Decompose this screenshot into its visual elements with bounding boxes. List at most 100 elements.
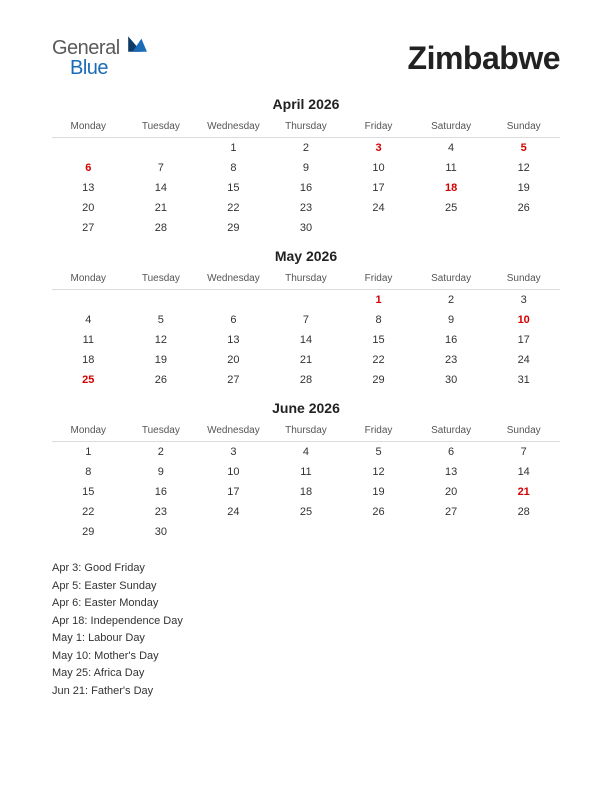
calendar-cell: 7 bbox=[125, 158, 198, 178]
month-block: May 2026MondayTuesdayWednesdayThursdayFr… bbox=[52, 248, 560, 390]
day-header: Sunday bbox=[487, 269, 560, 290]
calendar-cell: 27 bbox=[197, 370, 270, 390]
holiday-item: Jun 21: Father's Day bbox=[52, 683, 560, 700]
calendar-cell: 5 bbox=[487, 138, 560, 159]
calendar-cell: 1 bbox=[52, 442, 125, 463]
day-header: Monday bbox=[52, 421, 125, 442]
calendar-cell bbox=[125, 290, 198, 311]
month-block: April 2026 MondayTuesdayWednesdayThursday… bbox=[52, 96, 560, 238]
day-header: Tuesday bbox=[125, 117, 198, 138]
calendar-cell: 18 bbox=[52, 350, 125, 370]
calendar-cell: 18 bbox=[270, 482, 343, 502]
calendar-cell: 24 bbox=[197, 502, 270, 522]
month-title: June 2026 bbox=[52, 400, 560, 416]
calendar-table: MondayTuesdayWednesdayThursdayFridaySatu… bbox=[52, 117, 560, 238]
calendar-row: 11121314151617 bbox=[52, 330, 560, 350]
calendar-cell: 20 bbox=[415, 482, 488, 502]
calendar-cell: 25 bbox=[52, 370, 125, 390]
calendar-cell: 16 bbox=[415, 330, 488, 350]
day-header: Wednesday bbox=[197, 269, 270, 290]
calendar-row: 45678910 bbox=[52, 310, 560, 330]
day-header: Thursday bbox=[270, 421, 343, 442]
calendar-cell: 27 bbox=[52, 218, 125, 238]
calendar-cell: 26 bbox=[487, 198, 560, 218]
calendar-cell: 1 bbox=[197, 138, 270, 159]
calendar-cell: 14 bbox=[125, 178, 198, 198]
calendar-cell: 2 bbox=[270, 138, 343, 159]
calendar-cell: 3 bbox=[487, 290, 560, 311]
calendar-cell: 22 bbox=[197, 198, 270, 218]
calendar-cell bbox=[342, 522, 415, 542]
logo-triangle-icon bbox=[126, 32, 148, 54]
holiday-item: Apr 18: Independence Day bbox=[52, 613, 560, 630]
header: General Blue Zimbabwe bbox=[52, 38, 560, 78]
day-header: Thursday bbox=[270, 269, 343, 290]
day-header: Monday bbox=[52, 269, 125, 290]
calendar-cell: 4 bbox=[270, 442, 343, 463]
calendar-cell: 9 bbox=[415, 310, 488, 330]
calendar-cell: 10 bbox=[487, 310, 560, 330]
calendar-cell: 6 bbox=[197, 310, 270, 330]
calendar-cell bbox=[415, 522, 488, 542]
calendar-cell: 10 bbox=[342, 158, 415, 178]
day-header: Saturday bbox=[415, 421, 488, 442]
calendar-cell bbox=[197, 522, 270, 542]
calendar-cell: 28 bbox=[270, 370, 343, 390]
day-header: Friday bbox=[342, 421, 415, 442]
calendar-cell: 25 bbox=[415, 198, 488, 218]
calendar-cell: 26 bbox=[125, 370, 198, 390]
country-title: Zimbabwe bbox=[408, 40, 560, 77]
calendar-cell: 7 bbox=[487, 442, 560, 463]
calendar-cell bbox=[487, 218, 560, 238]
logo-word-blue: Blue bbox=[70, 57, 108, 79]
day-header: Saturday bbox=[415, 269, 488, 290]
calendar-cell: 17 bbox=[487, 330, 560, 350]
calendar-cell: 16 bbox=[270, 178, 343, 198]
calendar-cell bbox=[270, 290, 343, 311]
calendar-row: 22232425262728 bbox=[52, 502, 560, 522]
holiday-item: May 25: Africa Day bbox=[52, 665, 560, 682]
calendar-cell: 5 bbox=[125, 310, 198, 330]
calendar-cell: 19 bbox=[487, 178, 560, 198]
calendar-cell: 29 bbox=[52, 522, 125, 542]
calendar-cell: 1 bbox=[342, 290, 415, 311]
calendar-row: 891011121314 bbox=[52, 462, 560, 482]
calendar-cell: 5 bbox=[342, 442, 415, 463]
calendar-row: 25262728293031 bbox=[52, 370, 560, 390]
calendar-cell: 8 bbox=[52, 462, 125, 482]
day-header: Monday bbox=[52, 117, 125, 138]
calendar-cell: 20 bbox=[197, 350, 270, 370]
calendar-cell: 23 bbox=[125, 502, 198, 522]
calendar-cell: 12 bbox=[487, 158, 560, 178]
calendar-cell: 26 bbox=[342, 502, 415, 522]
calendar-cell: 11 bbox=[52, 330, 125, 350]
calendar-row: 15161718192021 bbox=[52, 482, 560, 502]
calendar-cell bbox=[342, 218, 415, 238]
calendar-cell: 25 bbox=[270, 502, 343, 522]
calendar-cell: 19 bbox=[125, 350, 198, 370]
calendar-cell: 2 bbox=[415, 290, 488, 311]
calendar-row: 12345 bbox=[52, 138, 560, 159]
calendar-cell: 12 bbox=[125, 330, 198, 350]
calendar-cell bbox=[487, 522, 560, 542]
calendar-cell: 21 bbox=[487, 482, 560, 502]
calendar-cell bbox=[270, 522, 343, 542]
calendar-cell: 7 bbox=[270, 310, 343, 330]
month-title: April 2026 bbox=[52, 96, 560, 112]
calendar-cell: 9 bbox=[125, 462, 198, 482]
day-header: Tuesday bbox=[125, 269, 198, 290]
calendar-cell bbox=[52, 290, 125, 311]
calendar-cell: 21 bbox=[270, 350, 343, 370]
calendar-cell: 8 bbox=[197, 158, 270, 178]
calendar-cell: 29 bbox=[342, 370, 415, 390]
calendar-cell: 17 bbox=[342, 178, 415, 198]
month-title: May 2026 bbox=[52, 248, 560, 264]
calendar-cell: 14 bbox=[487, 462, 560, 482]
calendar-cell: 17 bbox=[197, 482, 270, 502]
calendar-cell: 20 bbox=[52, 198, 125, 218]
calendar-cell: 18 bbox=[415, 178, 488, 198]
calendar-row: 20212223242526 bbox=[52, 198, 560, 218]
calendar-cell: 13 bbox=[415, 462, 488, 482]
calendar-cell: 23 bbox=[270, 198, 343, 218]
calendar-cell: 15 bbox=[342, 330, 415, 350]
